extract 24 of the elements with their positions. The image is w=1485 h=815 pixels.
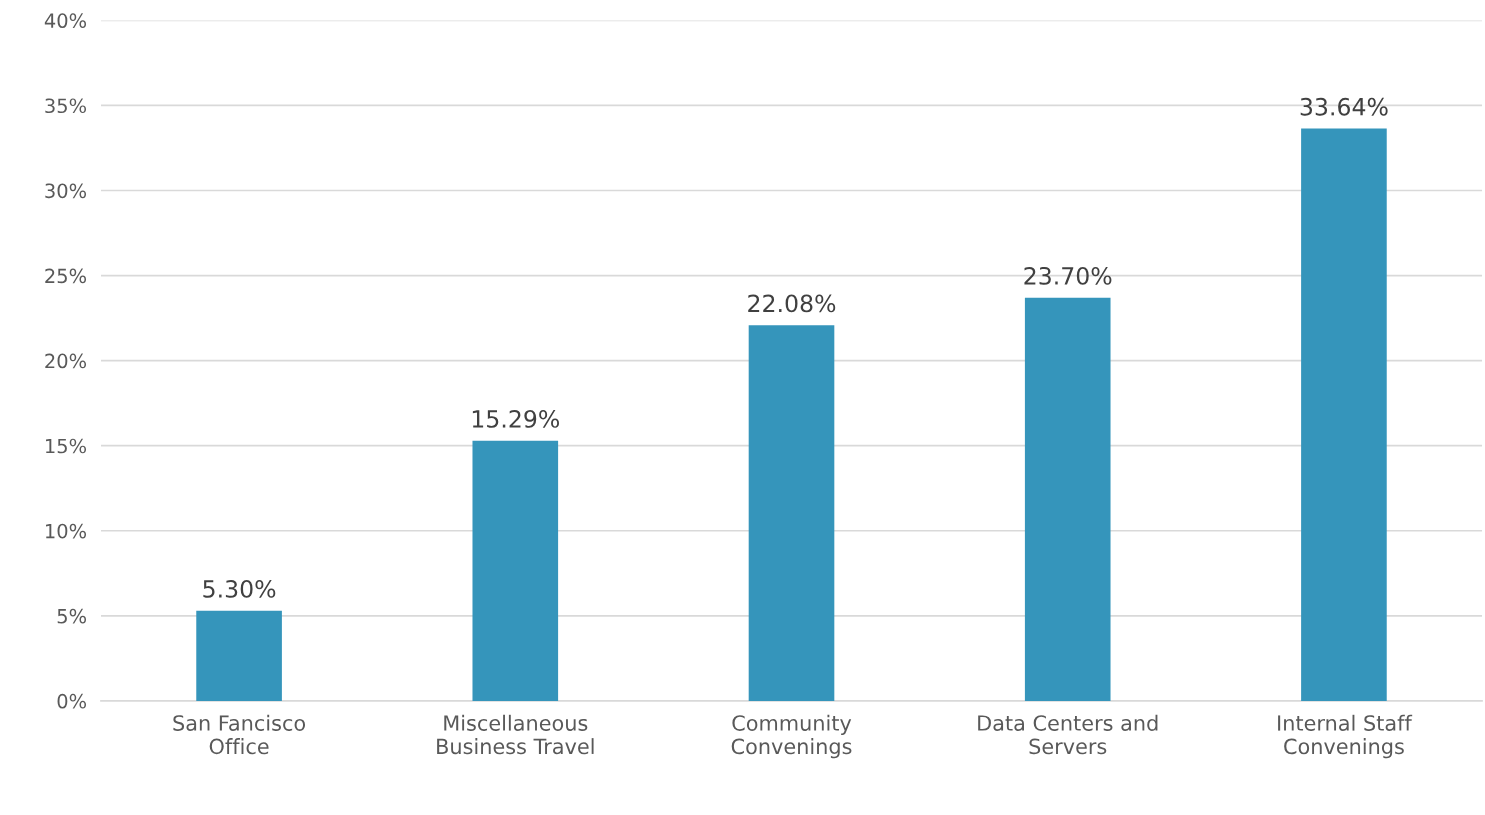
y-tick-label: 10% — [46, 523, 87, 539]
y-tick-label: 20% — [45, 353, 87, 369]
y-tick-label: 35% — [45, 98, 87, 114]
data-label: 15.29% — [472, 410, 560, 428]
y-tick-label: 25% — [45, 268, 87, 284]
y-tick-label: 0% — [57, 693, 87, 709]
bar — [1301, 128, 1387, 701]
data-label: 23.70% — [1024, 266, 1112, 285]
y-tick-label: 15% — [46, 438, 87, 454]
y-tick-label: 5% — [57, 608, 87, 624]
y-tick-label: 30% — [45, 183, 87, 199]
bar — [748, 325, 835, 701]
x-tick-label: Data Centers and Servers — [978, 714, 1158, 755]
data-label: 33.64% — [1300, 97, 1388, 116]
x-tick-label: Miscellaneous Business Travel — [437, 714, 594, 755]
x-tick-label: Community Convenings — [731, 714, 852, 759]
bar — [472, 440, 559, 701]
bar — [1024, 297, 1111, 701]
y-tick-label: 40% — [44, 13, 87, 29]
data-label: 5.30% — [203, 579, 276, 598]
bar — [196, 610, 282, 701]
x-tick-label: Internal Staff Convenings — [1278, 714, 1413, 759]
data-label: 22.08% — [748, 294, 836, 313]
x-tick-label: San Fancisco Office — [173, 714, 306, 755]
